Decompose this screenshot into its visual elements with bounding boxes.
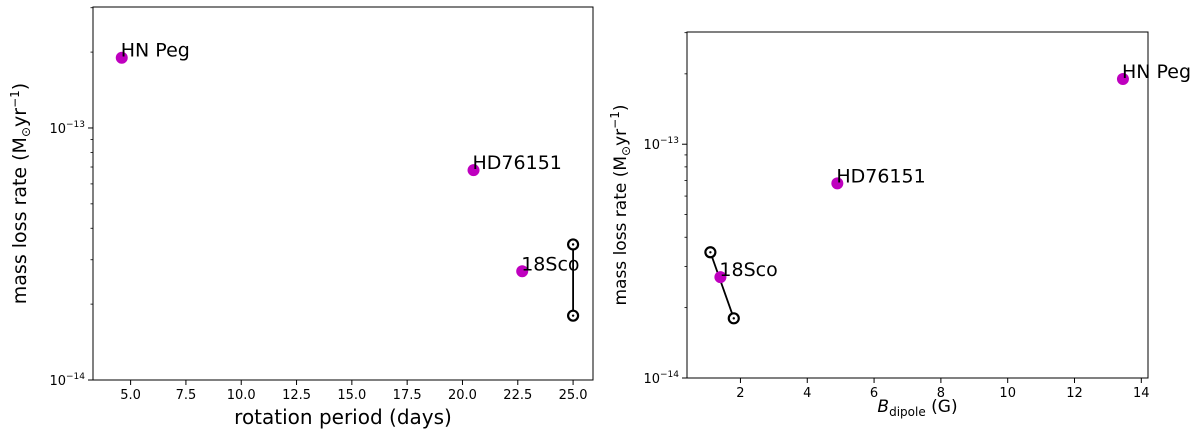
right-point-hn-peg [1116, 73, 1129, 86]
left-y-tick-base: 10 [49, 374, 66, 389]
left-point-hd76151 [467, 164, 480, 177]
right-point-label-hd76151: HD76151 [836, 165, 925, 187]
left-point-label-18sco: 18Sco [521, 253, 579, 275]
right-y-axis-label-unit: yr [611, 129, 631, 146]
right-y-tick-base: 10 [643, 138, 660, 153]
left-point-label-hd76151: HD76151 [473, 152, 562, 174]
left-y-axis-label-close: ) [9, 83, 31, 90]
right-y-tick-label: 10−14 [643, 370, 679, 387]
right-y-axis-label-exp: −1 [608, 111, 622, 129]
right-point-label-18sco: 18Sco [719, 259, 777, 281]
left-x-axis-label: rotation period (days) [234, 405, 452, 429]
left-plot-frame [92, 6, 594, 381]
left-y-axis-label-unit: yr [9, 108, 31, 127]
left-y-tick-exp: −14 [66, 372, 85, 382]
right-y-axis-label-close: ) [611, 104, 631, 111]
left-y-tick-label: 10−13 [49, 120, 85, 137]
right-plot-frame [686, 31, 1149, 379]
left-y-axis-label-text: mass loss rate ( [9, 153, 31, 304]
right-x-axis-unit: (G) [926, 397, 958, 417]
right-y-axis-label-text: mass loss rate ( [611, 171, 631, 306]
right-point-18sco [714, 271, 727, 284]
left-point-18sco [516, 265, 529, 278]
left-y-axis-label-mdot: M [9, 137, 31, 153]
left-x-tick-label: 12.5 [282, 388, 311, 403]
right-x-tick-label: 10 [999, 386, 1016, 401]
right-y-tick-base: 10 [643, 372, 660, 387]
left-x-tick-label: 17.5 [393, 388, 422, 403]
left-x-tick-label: 10.0 [227, 388, 256, 403]
left-x-tick-label: 20.0 [448, 388, 477, 403]
left-y-tick-base: 10 [49, 122, 66, 137]
left-y-axis-label-exp: −1 [8, 90, 22, 108]
left-point-hn-peg [115, 51, 128, 64]
right-x-axis-symbol: B [877, 397, 889, 417]
right-y-tick-label: 10−13 [643, 136, 679, 153]
right-y-axis-label-sun: ⊙ [619, 146, 633, 156]
left-y-tick-exp: −13 [66, 120, 85, 130]
right-x-axis-label: Bdipole (G) [877, 397, 957, 419]
right-range-marker-dot-lower [732, 317, 735, 320]
right-y-tick-exp: −13 [660, 136, 679, 146]
left-y-axis-label-sun: ⊙ [19, 127, 33, 137]
right-point-hd76151 [831, 177, 844, 190]
left-x-tick-label: 7.5 [176, 388, 197, 403]
right-range-marker-dot-upper [709, 251, 712, 254]
left-y-tick-label: 10−14 [49, 372, 85, 389]
right-x-tick-label: 2 [736, 386, 744, 401]
left-range-marker-dot-lower [571, 314, 575, 317]
right-range-line [709, 251, 735, 319]
right-x-tick-label: 12 [1066, 386, 1083, 401]
left-x-tick-label: 22.5 [503, 388, 532, 403]
right-y-tick-exp: −14 [660, 370, 679, 380]
right-y-axis-label-mdot: M [611, 156, 631, 171]
right-y-axis-label: mass loss rate (M⊙yr−1) [608, 104, 633, 305]
right-x-tick-label: 6 [870, 386, 878, 401]
right-x-axis-subscript: dipole [889, 405, 926, 419]
left-y-axis-label: mass loss rate (M⊙yr−1) [8, 83, 33, 304]
right-x-tick-label: 4 [803, 386, 811, 401]
right-x-tick-label: 8 [937, 386, 945, 401]
left-x-tick-label: 15.0 [337, 388, 366, 403]
left-x-tick-label: 25.0 [559, 388, 588, 403]
left-chart: 5.0 7.5 10.0 12.5 15.0 17.5 20.0 22.5 25.010−131… [8, 6, 594, 429]
left-point-label-hn-peg: HN Peg [121, 40, 190, 62]
left-range-marker-dot-upper [571, 243, 575, 246]
right-x-tick-label: 14 [1133, 386, 1150, 401]
right-point-label-hn-peg: HN Peg [1122, 61, 1191, 83]
left-x-tick-label: 5.0 [120, 388, 141, 403]
